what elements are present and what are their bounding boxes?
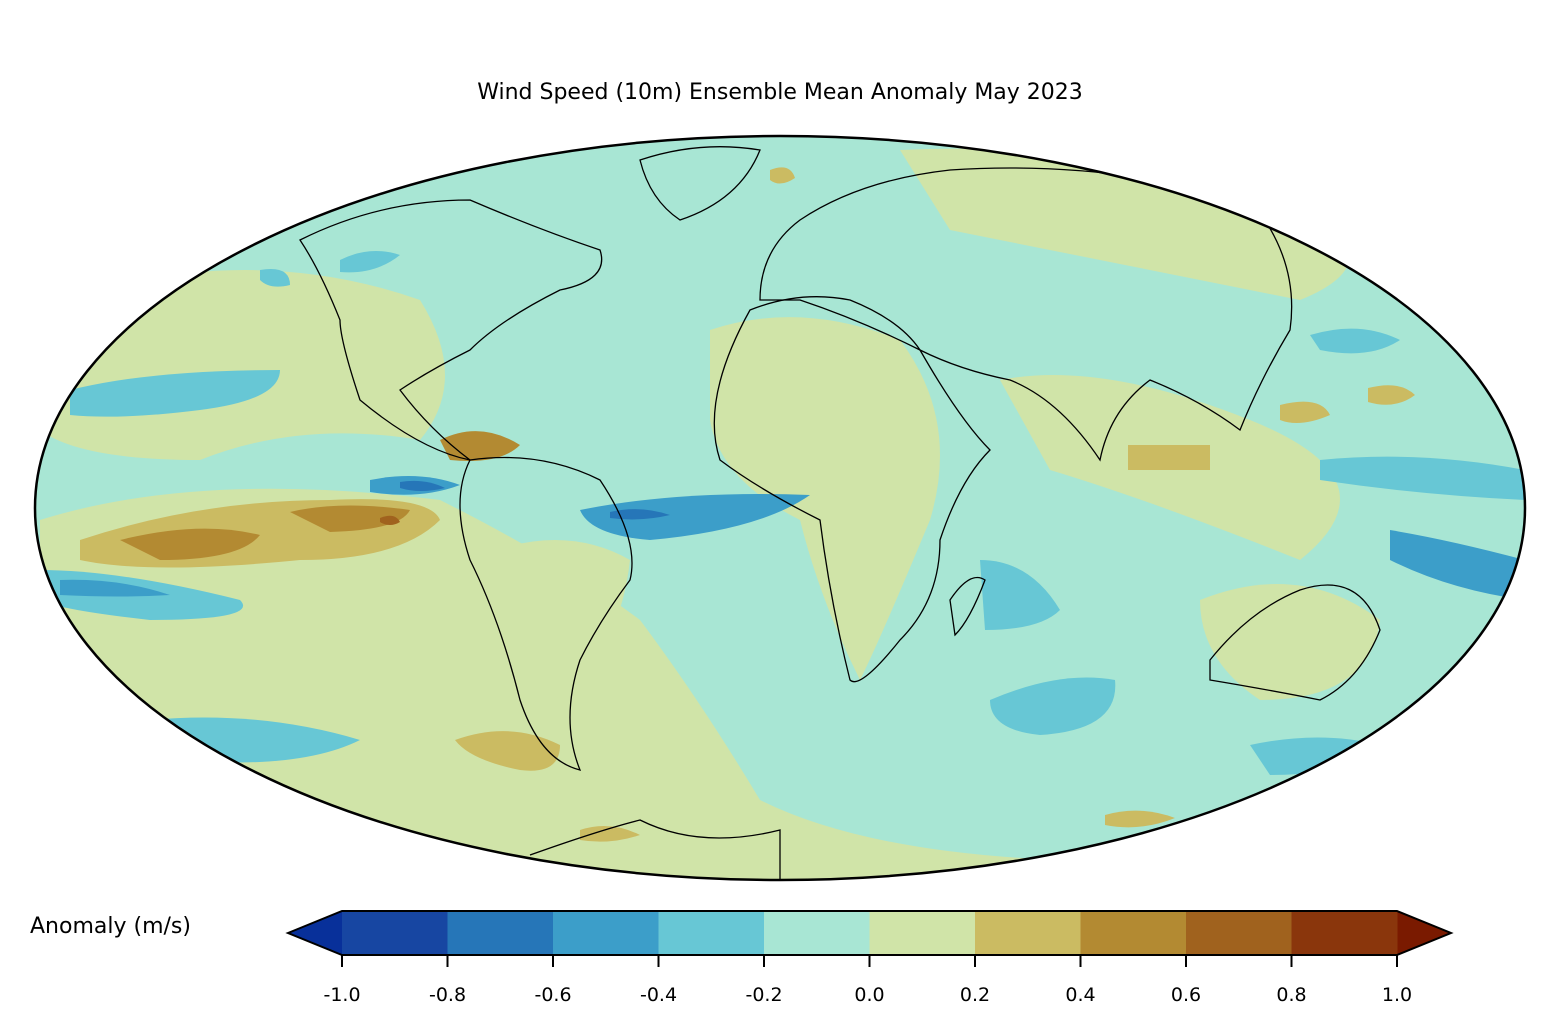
anomaly-map xyxy=(33,134,1527,882)
colorbar-bin xyxy=(975,911,1081,955)
colorbar-tick-label: 0.0 xyxy=(854,984,885,1006)
colorbar-bin xyxy=(1291,911,1398,955)
anomaly-field xyxy=(35,136,1525,880)
colorbar-tick-label: 0.4 xyxy=(1065,984,1096,1006)
globe-outline xyxy=(33,134,1527,882)
colorbar-tick-label: -0.6 xyxy=(534,984,572,1006)
colorbar-bin xyxy=(447,911,554,955)
map-title: Wind Speed (10m) Ensemble Mean Anomaly M… xyxy=(477,80,1083,105)
colorbar-bin xyxy=(869,911,976,955)
colorbar-bin xyxy=(764,911,870,955)
colorbar-label: Anomaly (m/s) xyxy=(30,914,191,939)
colorbar-tick-label: 0.6 xyxy=(1170,984,1202,1006)
colorbar-bin xyxy=(1080,911,1187,955)
colorbar-tick-label: 0.8 xyxy=(1276,984,1307,1006)
colorbar-tick-label: -0.8 xyxy=(428,984,467,1006)
colorbar-tick-label: 1.0 xyxy=(1381,984,1413,1006)
colorbar-tick-label: -0.4 xyxy=(639,984,678,1006)
colorbar-extend-low xyxy=(288,911,342,955)
colorbar-bin xyxy=(553,911,659,955)
colorbar-tick-label: -0.2 xyxy=(745,984,783,1006)
colorbar-extend-high xyxy=(1397,911,1451,955)
coastlines xyxy=(299,146,1381,880)
colorbar-tick-label: -1.0 xyxy=(323,984,361,1006)
colorbar-bin xyxy=(658,911,765,955)
colorbar-bin xyxy=(1186,911,1292,955)
colorbar-bin xyxy=(342,911,448,955)
colorbar-tick-label: 0.2 xyxy=(959,984,991,1006)
